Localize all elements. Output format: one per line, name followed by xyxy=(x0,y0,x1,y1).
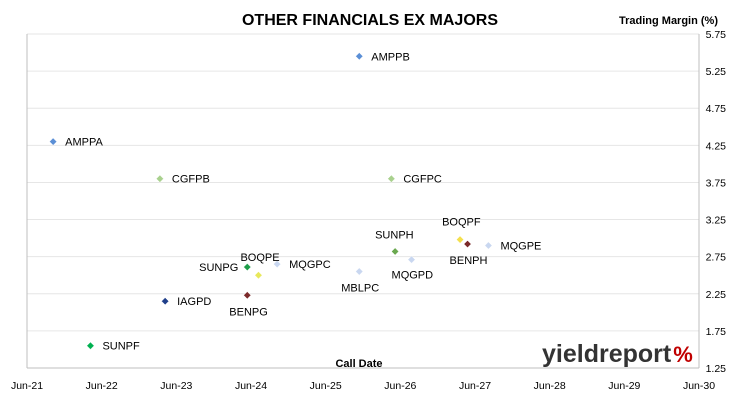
svg-text:yieldreport%: yieldreport% xyxy=(542,340,693,368)
x-tick-label: Jun-21 xyxy=(11,380,43,392)
y-tick-label: 5.25 xyxy=(706,66,727,78)
point-label-benph: BENPH xyxy=(450,255,488,267)
point-label-benpg: BENPG xyxy=(229,306,268,318)
point-label-sunph: SUNPH xyxy=(375,229,414,241)
x-tick-label: Jun-24 xyxy=(235,380,267,392)
data-point-mqgpe xyxy=(484,241,493,250)
data-point-sunpf xyxy=(86,341,95,350)
yieldreport-logo: yieldreport% xyxy=(542,340,693,368)
data-point-cgfpb xyxy=(156,174,164,183)
y-axis-title: Trading Margin (%) xyxy=(619,15,718,27)
y-tick-label: 3.75 xyxy=(706,177,727,189)
x-tick-label: Jun-30 xyxy=(683,380,715,392)
data-point-sunph xyxy=(391,247,399,256)
data-point-amppb xyxy=(355,52,364,61)
data-point-amppa xyxy=(49,137,58,146)
point-label-cgfpc: CGFPC xyxy=(403,174,442,186)
x-tick-label: Jun-23 xyxy=(160,380,192,392)
y-tick-label: 1.75 xyxy=(706,326,727,338)
point-label-mblpc: MBLPC xyxy=(341,283,379,295)
point-label-iagpd: IAGPD xyxy=(177,296,211,308)
point-label-mqgpe: MQGPE xyxy=(500,241,541,253)
x-tick-label: Jun-28 xyxy=(534,380,566,392)
x-tick-label: Jun-25 xyxy=(310,380,342,392)
point-label-boqpe: BOQPE xyxy=(240,252,279,264)
y-tick-label: 1.25 xyxy=(706,363,727,375)
point-label-mqgpd: MQGPD xyxy=(392,270,434,282)
y-tick-label: 4.25 xyxy=(706,140,727,152)
y-tick-label: 2.25 xyxy=(706,289,727,301)
data-point-mqgpd xyxy=(407,255,416,264)
data-point-benpg xyxy=(243,291,252,300)
data-point-mblpc xyxy=(355,267,364,276)
x-tick-label: Jun-29 xyxy=(608,380,640,392)
x-tick-label: Jun-22 xyxy=(86,380,118,392)
point-label-sunpf: SUNPF xyxy=(102,341,140,353)
point-labels: AMPPB AMPPA CGFPB CGFPC BOQPF MQGPE BENPH SUNPH… xyxy=(65,51,541,352)
point-label-mqgpc: MQGPC xyxy=(289,259,331,271)
data-points xyxy=(49,52,493,350)
point-label-cgfpb: CGFPB xyxy=(172,174,210,186)
logo-text: yieldreport xyxy=(542,340,672,368)
point-label-amppb: AMPPB xyxy=(371,51,410,63)
data-point-benph xyxy=(463,240,472,248)
x-tick-label: Jun-27 xyxy=(459,380,491,392)
gridlines xyxy=(27,33,699,369)
y-tick-label: 4.75 xyxy=(706,103,727,115)
chart-title: OTHER FINANCIALS EX MAJORS xyxy=(242,12,498,29)
point-label-boqpf: BOQPF xyxy=(442,217,481,229)
x-axis-title: Call Date xyxy=(335,358,382,370)
x-tick-label: Jun-26 xyxy=(384,380,416,392)
data-point-iagpd xyxy=(161,297,170,306)
logo-percent: % xyxy=(673,342,693,367)
y-tick-label: 5.75 xyxy=(706,29,727,41)
data-point-mqgpc xyxy=(273,260,282,268)
y-tick-label: 3.25 xyxy=(706,215,727,227)
data-point-boqpe xyxy=(254,271,263,280)
data-point-sunpg xyxy=(243,263,252,271)
data-point-boqpf xyxy=(456,235,464,244)
y-tick-label: 2.75 xyxy=(706,252,727,264)
point-label-sunpg: SUNPG xyxy=(199,262,238,274)
axes: 1.25 1.75 2.25 2.75 3.25 3.75 4.25 4.75 5.25 5.75… xyxy=(11,29,726,392)
point-label-amppa: AMPPA xyxy=(65,137,103,149)
data-point-cgfpc xyxy=(387,174,396,183)
